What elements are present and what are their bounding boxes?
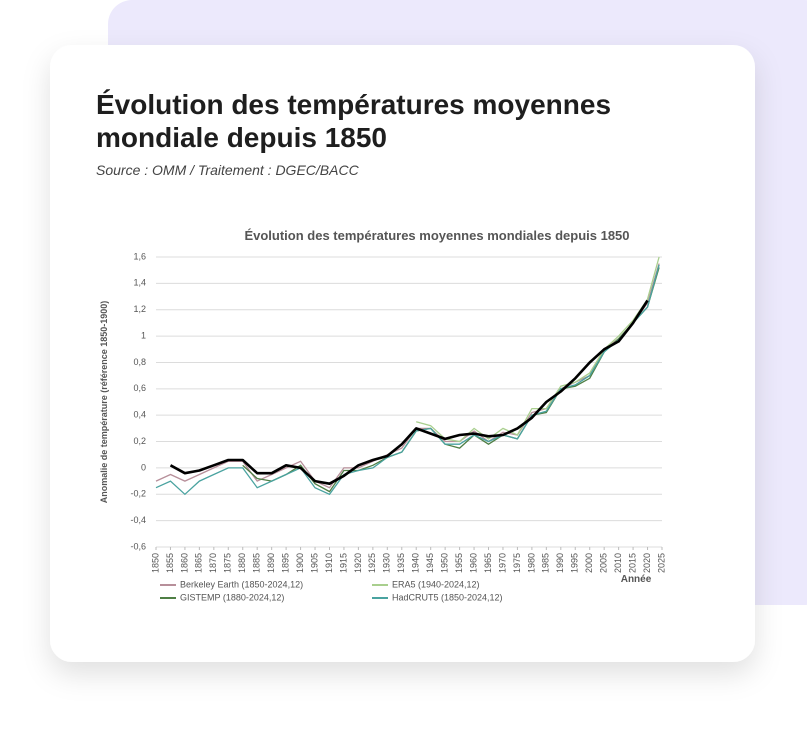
series-line (155, 264, 660, 496)
x-tick-label: 1850 (150, 553, 160, 573)
x-tick-label: 1945 (425, 553, 435, 573)
y-tick-label: 0,6 (133, 383, 146, 393)
x-tick-label: 2025 (656, 553, 666, 573)
x-tick-label: 1980 (526, 553, 536, 573)
x-tick-label: 2000 (584, 553, 594, 573)
x-tick-label: 1865 (194, 553, 204, 573)
x-tick-label: 1975 (512, 553, 522, 573)
x-tick-label: 1895 (280, 553, 290, 573)
x-tick-label: 1925 (367, 553, 377, 573)
x-tick-label: 1870 (208, 553, 218, 573)
x-tick-label: 2015 (627, 553, 637, 573)
x-tick-label: 1855 (165, 553, 175, 573)
x-tick-label: 1910 (324, 553, 334, 573)
legend-label: Berkeley Earth (1850-2024,12) (180, 579, 303, 589)
x-tick-label: 1920 (353, 553, 363, 573)
x-tick-label: 1990 (555, 553, 565, 573)
card-title: mondiale depuis 1850 (96, 122, 387, 153)
x-tick-label: 1890 (266, 553, 276, 573)
x-tick-label: 1950 (440, 553, 450, 573)
x-tick-label: 1995 (570, 553, 580, 573)
y-tick-label: 1,2 (133, 304, 146, 314)
x-axis-label: Année (621, 574, 652, 585)
card (50, 45, 755, 662)
x-tick-label: 1905 (309, 553, 319, 573)
source: Source : OMM / Traitement : DGEC/BACC (96, 162, 360, 178)
legend-label: ERA5 (1940-2024,12) (392, 579, 480, 589)
y-tick-label: -0,6 (130, 541, 146, 551)
x-tick-label: 1860 (179, 553, 189, 573)
x-tick-label: 1900 (295, 553, 305, 573)
y-tick-label: 1 (141, 330, 146, 340)
y-tick-label: -0,4 (130, 515, 146, 525)
x-tick-label: 1970 (497, 553, 507, 573)
x-tick-label: 1915 (338, 553, 348, 573)
x-tick-label: 1960 (468, 553, 478, 573)
y-tick-label: 1,4 (133, 278, 146, 288)
x-tick-label: 1875 (223, 553, 233, 573)
y-axis-label: Anomalie de température (référence 1850-… (99, 301, 109, 504)
trend-line (169, 299, 649, 485)
x-tick-label: 1940 (411, 553, 421, 573)
x-tick-label: 1930 (382, 553, 392, 573)
x-tick-label: 1955 (454, 553, 464, 573)
x-tick-label: 1985 (541, 553, 551, 573)
x-tick-label: 2020 (642, 553, 652, 573)
x-tick-label: 2010 (613, 553, 623, 573)
y-tick-label: 0,8 (133, 357, 146, 367)
x-tick-label: 1935 (396, 553, 406, 573)
x-tick-label: 1965 (483, 553, 493, 573)
y-tick-label: 0,2 (133, 436, 146, 446)
x-tick-label: 1880 (237, 553, 247, 573)
y-tick-label: -0,2 (130, 489, 146, 499)
y-tick-label: 0,4 (133, 410, 146, 420)
x-tick-label: 1885 (252, 553, 262, 573)
y-tick-label: 1,6 (133, 251, 146, 261)
y-tick-label: 0 (141, 462, 146, 472)
chart-title: Évolution des températures moyennes mond… (244, 228, 629, 243)
card-title: Évolution des températures moyennes (96, 89, 611, 120)
legend-label: GISTEMP (1880-2024,12) (180, 592, 284, 602)
legend-label: HadCRUT5 (1850-2024,12) (392, 592, 503, 602)
x-tick-label: 2005 (599, 553, 609, 573)
